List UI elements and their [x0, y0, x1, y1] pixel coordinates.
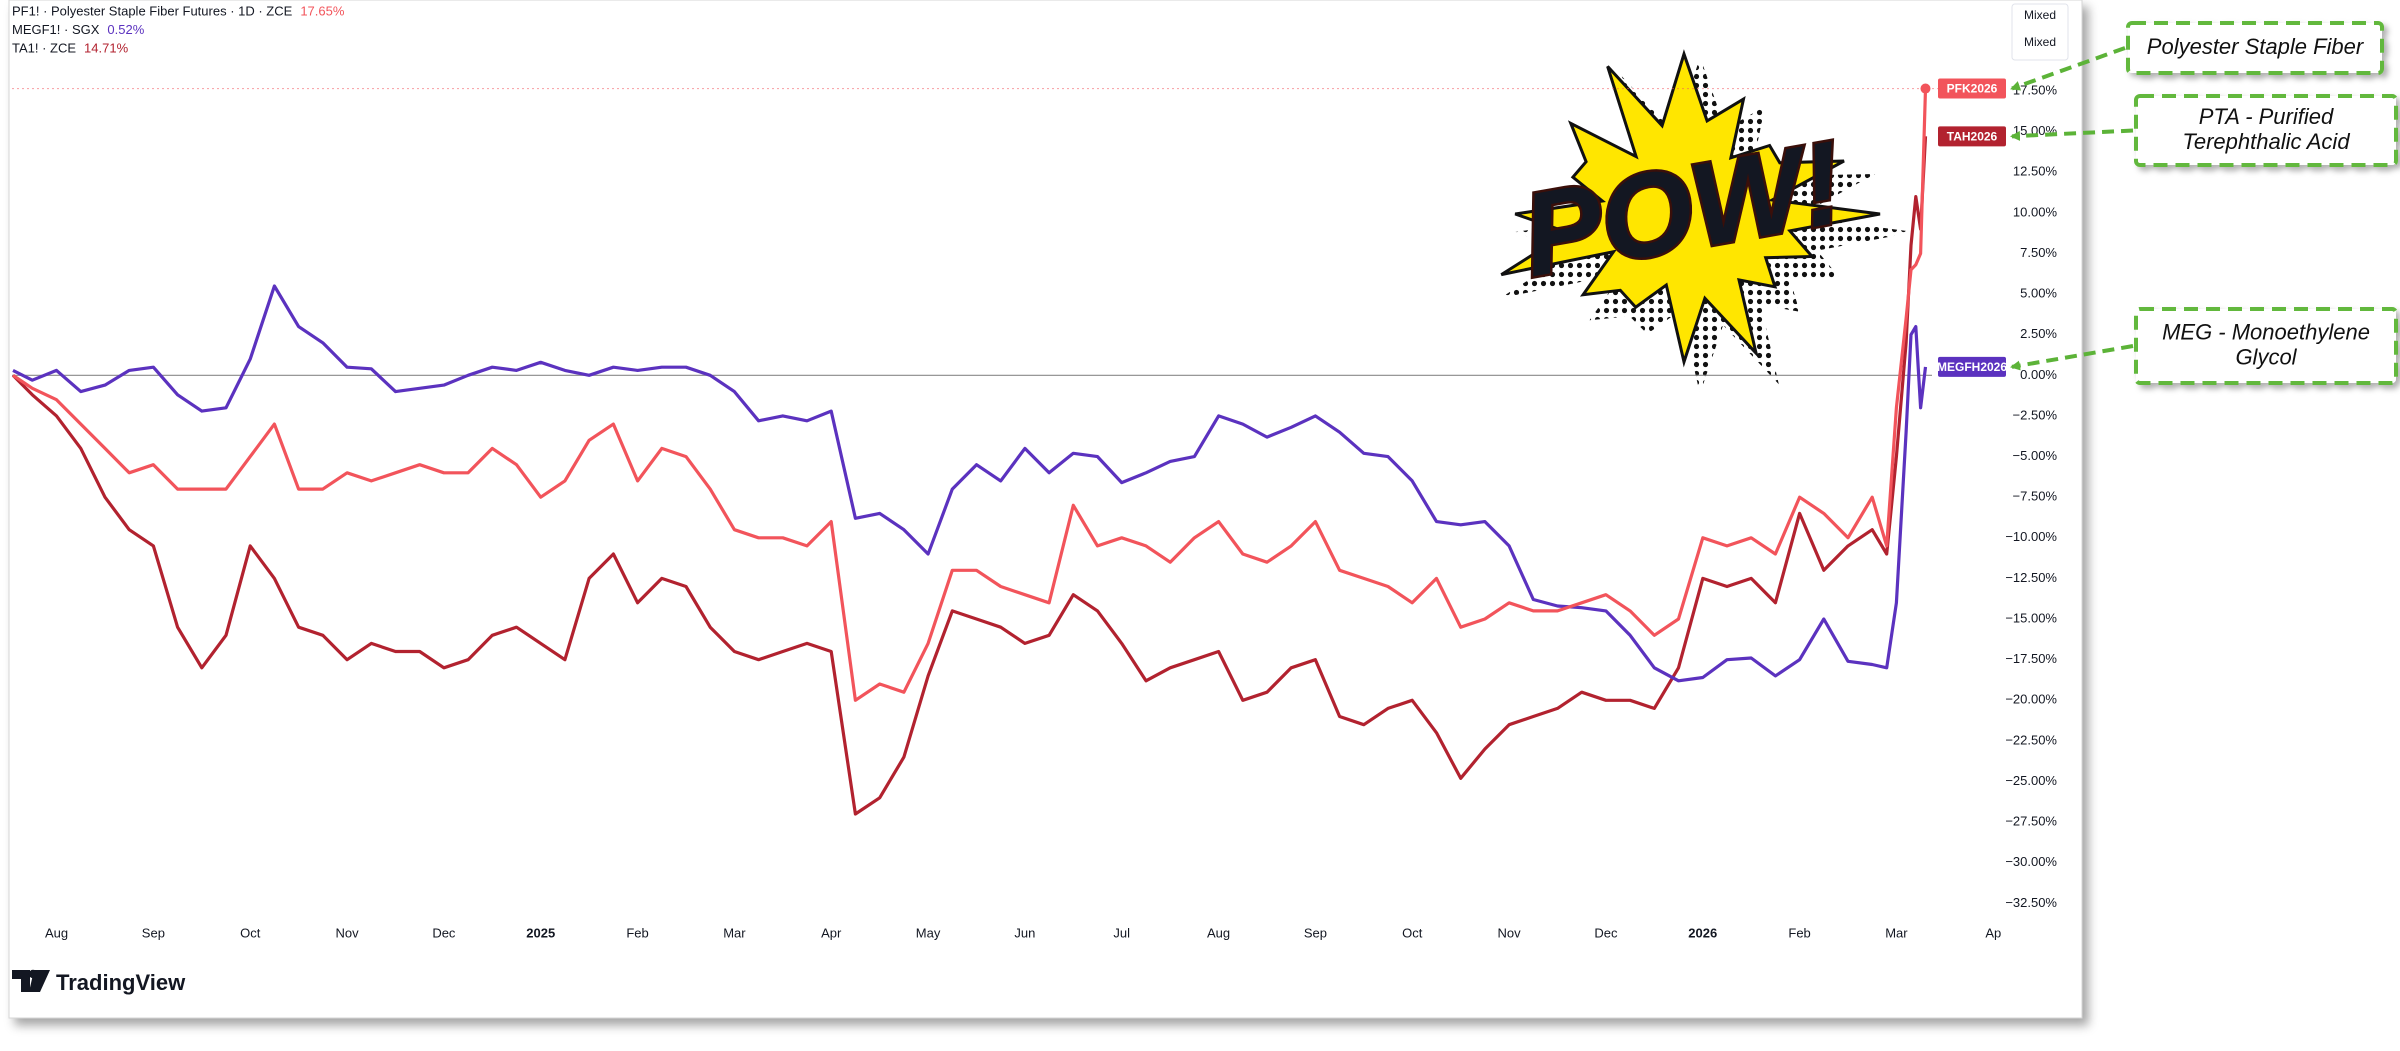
y-tick-label: −27.50%	[2005, 814, 2057, 829]
x-tick-label: Sep	[1304, 925, 1327, 940]
y-tick-label: −2.50%	[2013, 407, 2058, 422]
x-tick-label: Feb	[626, 925, 648, 940]
scale-mode-box[interactable]	[2011, 3, 2069, 61]
y-tick-label: −32.50%	[2005, 895, 2057, 910]
annotation-box	[2134, 94, 2398, 167]
x-tick-label: 2025	[526, 925, 555, 940]
x-tick-label: Feb	[1788, 925, 1810, 940]
x-tick-label: Nov	[1498, 925, 1522, 940]
annotation-text: Glycol	[2235, 344, 2297, 369]
x-tick-label: Jul	[1113, 925, 1130, 940]
legend-name: TA1! · ZCE	[12, 40, 76, 55]
y-tick-label: −5.00%	[2013, 448, 2058, 463]
price-badge	[1938, 126, 2006, 147]
series-line	[12, 284, 1928, 683]
price-badge-label: MEGFH2026	[1937, 360, 2007, 374]
x-tick-label: 2026	[1688, 925, 1717, 940]
x-tick-label: Dec	[432, 925, 456, 940]
x-tick-label: Oct	[240, 925, 261, 940]
x-tick-label: Oct	[1402, 925, 1423, 940]
x-tick-label: Apr	[821, 925, 842, 940]
scale-mode-label: Mixed	[2024, 35, 2056, 49]
price-badge	[1938, 78, 2006, 99]
legend-value: 14.71%	[84, 40, 129, 55]
y-tick-label: 5.00%	[2020, 286, 2057, 301]
legend-value: 17.65%	[300, 3, 345, 18]
x-tick-label: Jun	[1014, 925, 1035, 940]
y-tick-label: −7.50%	[2013, 489, 2058, 504]
x-tick-label: Nov	[335, 925, 359, 940]
y-tick-label: −30.00%	[2005, 854, 2057, 869]
x-tick-label: Sep	[142, 925, 165, 940]
y-tick-label: 10.00%	[2013, 204, 2058, 219]
annotation-arrow	[2010, 344, 2134, 371]
price-badge-label: TAH2026	[1947, 129, 1998, 143]
y-tick-label: 2.50%	[2020, 326, 2057, 341]
y-tick-label: −12.50%	[2005, 570, 2057, 585]
logo: TradingView	[12, 969, 186, 995]
y-tick-label: −20.00%	[2005, 692, 2057, 707]
y-tick-label: 0.00%	[2020, 367, 2057, 382]
annotation-text: MEG - Monoethylene	[2162, 319, 2370, 344]
annotation-box	[2134, 307, 2398, 385]
legend-name: PF1! · Polyester Staple Fiber Futures · …	[12, 3, 293, 18]
x-tick-label: May	[916, 925, 941, 940]
y-tick-label: 12.50%	[2013, 164, 2058, 179]
annotation-text: Polyester Staple Fiber	[2147, 34, 2365, 59]
logo-icon	[12, 970, 50, 992]
y-tick-label: 7.50%	[2020, 245, 2057, 260]
series-line	[11, 136, 1928, 816]
x-tick-label: Aug	[45, 925, 68, 940]
y-tick-label: 17.50%	[2013, 82, 2058, 97]
price-badge-label: PFK2026	[1947, 82, 1998, 96]
x-tick-label: Dec	[1594, 925, 1618, 940]
annotation-text: PTA - Purified	[2199, 104, 2334, 129]
x-tick-label: Mar	[723, 925, 746, 940]
last-point	[1920, 83, 1931, 94]
y-tick-label: −17.50%	[2005, 651, 2057, 666]
y-tick-label: −25.00%	[2005, 773, 2057, 788]
annotation-arrow	[2010, 46, 2126, 91]
logo-icon	[28, 969, 38, 979]
x-tick-label: Mar	[1885, 925, 1908, 940]
y-tick-label: −15.00%	[2005, 610, 2057, 625]
sticker-burst	[1500, 49, 1881, 368]
annotation-text: Terephthalic Acid	[2182, 129, 2350, 154]
annotation-arrow	[2010, 128, 2134, 141]
annotation-box	[2126, 21, 2384, 75]
series-line	[12, 88, 1928, 702]
price-badge	[1938, 356, 2006, 377]
legend-value: 0.52%	[107, 22, 144, 37]
legend-name: MEGF1! · SGX	[12, 22, 100, 37]
brand-name: TradingView	[56, 970, 186, 995]
y-tick-label: −10.00%	[2005, 529, 2057, 544]
x-tick-label: Ap	[1985, 925, 2001, 940]
y-tick-label: −22.50%	[2005, 732, 2057, 747]
scale-mode-label: Mixed	[2024, 8, 2056, 22]
sticker: POW!	[1500, 49, 1915, 394]
x-tick-label: Aug	[1207, 925, 1230, 940]
